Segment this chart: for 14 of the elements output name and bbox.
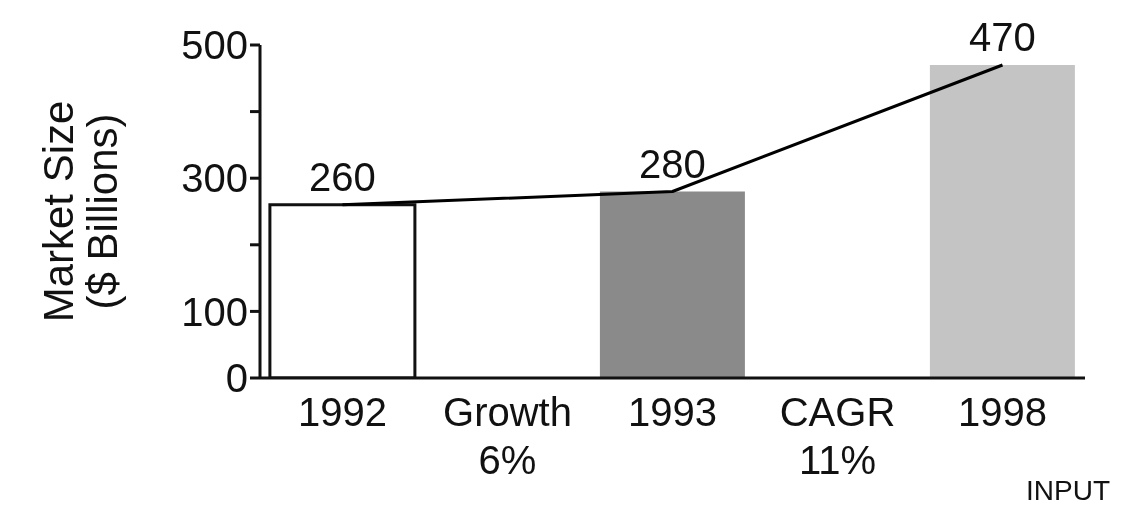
y-tick-label: 100: [181, 289, 248, 334]
data-label: 260: [309, 154, 376, 199]
y-tick-label: 300: [181, 156, 248, 201]
x-tick-label: Growth 6%: [443, 390, 572, 482]
y-tick-label: 0: [225, 356, 248, 401]
x-tick-label: 1992: [298, 390, 387, 434]
x-tick-label: 1993: [628, 390, 717, 434]
x-tick-label: 1998: [958, 390, 1047, 434]
y-axis-title: Market Size ($ Billions): [35, 100, 126, 323]
x-tick-label: CAGR 11%: [779, 390, 896, 482]
data-label: 470: [969, 14, 1036, 59]
data-label: 280: [639, 141, 706, 186]
text: INPUT: [1026, 475, 1110, 507]
y-tick-label: 500: [181, 23, 248, 68]
